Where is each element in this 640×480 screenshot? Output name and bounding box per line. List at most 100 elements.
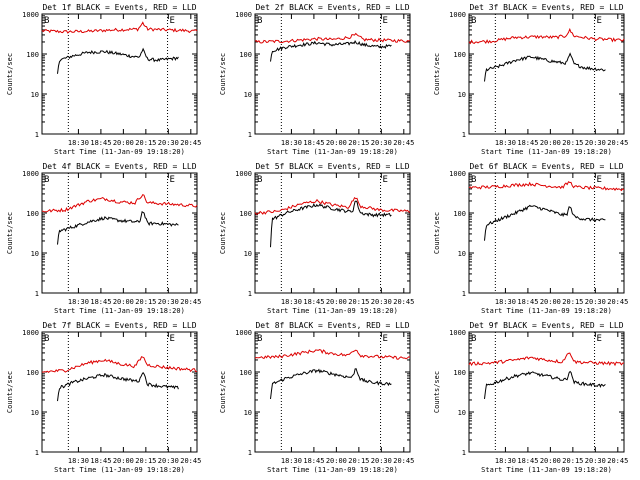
detector-panel-8: Det 8f BLACK = Events, RED = LLD B E 1 10 100…	[219, 321, 414, 474]
marker-e: E	[383, 16, 388, 26]
panel-title: Det 3f BLACK = Events, RED = LLD	[469, 3, 623, 12]
red-lld-series-line	[41, 356, 198, 373]
x-tick-label: 20:45	[180, 457, 201, 465]
x-tick-label: 18:30	[281, 139, 302, 147]
red-lld-series-line	[468, 27, 625, 45]
x-axis-label: Start Time (11-Jan-09 19:18:20)	[481, 148, 612, 156]
y-tick-label: 1000	[235, 11, 252, 19]
x-tick-label: 20:45	[393, 298, 414, 306]
plot-frame	[468, 172, 625, 294]
marker-e: E	[170, 334, 175, 344]
y-tick-label: 1000	[449, 170, 466, 178]
x-axis-label: Start Time (11-Jan-09 19:18:20)	[481, 466, 612, 474]
red-lld-series-line	[41, 21, 198, 34]
y-tick-label: 100	[239, 210, 252, 218]
black-events-series-line	[270, 368, 392, 400]
y-tick-label: 100	[453, 210, 466, 218]
marker-b: B	[471, 175, 476, 185]
marker-e: E	[170, 175, 175, 185]
x-tick-label: 20:30	[371, 457, 392, 465]
y-axis-label: Counts/sec	[219, 212, 227, 254]
y-tick-label: 100	[26, 210, 39, 218]
plot-frame	[254, 331, 411, 453]
red-lld-series-line	[468, 352, 624, 367]
x-tick-label: 20:45	[180, 139, 201, 147]
x-tick-label: 20:45	[393, 139, 414, 147]
x-tick-label: 20:15	[348, 457, 369, 465]
y-axis-label: Counts/sec	[6, 371, 14, 413]
x-tick-label: 20:30	[158, 457, 179, 465]
y-tick-label: 100	[453, 369, 466, 377]
panel-title: Det 7f BLACK = Events, RED = LLD	[42, 321, 196, 330]
y-tick-label: 1	[462, 449, 466, 457]
detector-panel-6: Det 6f BLACK = Events, RED = LLD B E 1 10 100…	[433, 162, 628, 315]
marker-b: B	[257, 334, 262, 344]
y-axis-label: Counts/sec	[433, 212, 441, 254]
y-tick-label: 1	[35, 449, 39, 457]
x-tick-label: 20:00	[326, 298, 347, 306]
x-tick-label: 18:30	[495, 298, 516, 306]
panel-title: Det 9f BLACK = Events, RED = LLD	[469, 321, 623, 330]
x-tick-label: 20:45	[607, 457, 628, 465]
red-lld-series-line	[254, 196, 411, 216]
black-events-series-line	[484, 204, 606, 241]
y-tick-label: 100	[239, 51, 252, 59]
detector-panel-2: Det 2f BLACK = Events, RED = LLD B E 1 10 100…	[219, 3, 414, 156]
plot-frame	[254, 172, 411, 294]
x-tick-label: 20:00	[540, 457, 561, 465]
marker-b: B	[44, 175, 49, 185]
y-axis-label: Counts/sec	[219, 53, 227, 95]
y-tick-label: 1	[35, 131, 39, 139]
panel-title: Det 8f BLACK = Events, RED = LLD	[255, 321, 409, 330]
y-tick-label: 1	[248, 131, 252, 139]
y-tick-label: 100	[26, 51, 39, 59]
y-tick-label: 1000	[235, 329, 252, 337]
x-tick-label: 18:30	[495, 457, 516, 465]
x-tick-label: 20:00	[113, 298, 134, 306]
y-tick-label: 10	[31, 250, 39, 258]
y-tick-label: 10	[31, 409, 39, 417]
x-tick-label: 20:30	[585, 457, 606, 465]
y-tick-label: 1000	[449, 11, 466, 19]
marker-b: B	[471, 16, 476, 26]
x-tick-label: 18:45	[90, 298, 111, 306]
x-axis-label: Start Time (11-Jan-09 19:18:20)	[54, 148, 185, 156]
x-tick-label: 18:45	[90, 139, 111, 147]
x-tick-label: 20:30	[585, 298, 606, 306]
panel-title: Det 6f BLACK = Events, RED = LLD	[469, 162, 623, 171]
x-tick-label: 20:00	[326, 139, 347, 147]
black-events-series-line	[484, 52, 606, 82]
marker-b: B	[44, 334, 49, 344]
black-events-series-line	[57, 371, 179, 402]
x-tick-label: 20:15	[562, 139, 583, 147]
y-tick-label: 10	[31, 91, 39, 99]
x-tick-label: 20:45	[393, 457, 414, 465]
y-tick-label: 10	[244, 91, 252, 99]
red-lld-series-line	[254, 32, 411, 44]
black-events-series-line	[484, 370, 606, 399]
x-tick-label: 20:00	[113, 457, 134, 465]
y-tick-label: 100	[453, 51, 466, 59]
y-tick-label: 1	[248, 449, 252, 457]
x-axis-label: Start Time (11-Jan-09 19:18:20)	[481, 307, 612, 315]
x-tick-label: 18:30	[68, 298, 89, 306]
x-tick-label: 20:00	[113, 139, 134, 147]
marker-e: E	[597, 334, 602, 344]
red-lld-series-line	[468, 181, 625, 192]
marker-e: E	[597, 175, 602, 185]
x-tick-label: 20:00	[540, 298, 561, 306]
x-tick-label: 20:30	[158, 139, 179, 147]
x-tick-label: 18:45	[303, 298, 324, 306]
marker-e: E	[597, 16, 602, 26]
marker-b: B	[44, 16, 49, 26]
marker-b: B	[257, 175, 262, 185]
x-tick-label: 20:30	[158, 298, 179, 306]
detector-panel-4: Det 4f BLACK = Events, RED = LLD B E 1 10 100…	[6, 162, 201, 315]
y-tick-label: 1000	[449, 329, 466, 337]
x-tick-label: 20:00	[540, 139, 561, 147]
detector-panel-7: Det 7f BLACK = Events, RED = LLD B E 1 10 100…	[6, 321, 201, 474]
plot-frame	[41, 331, 198, 453]
plot-frame	[468, 331, 625, 453]
panel-title: Det 5f BLACK = Events, RED = LLD	[255, 162, 409, 171]
y-tick-label: 100	[26, 369, 39, 377]
